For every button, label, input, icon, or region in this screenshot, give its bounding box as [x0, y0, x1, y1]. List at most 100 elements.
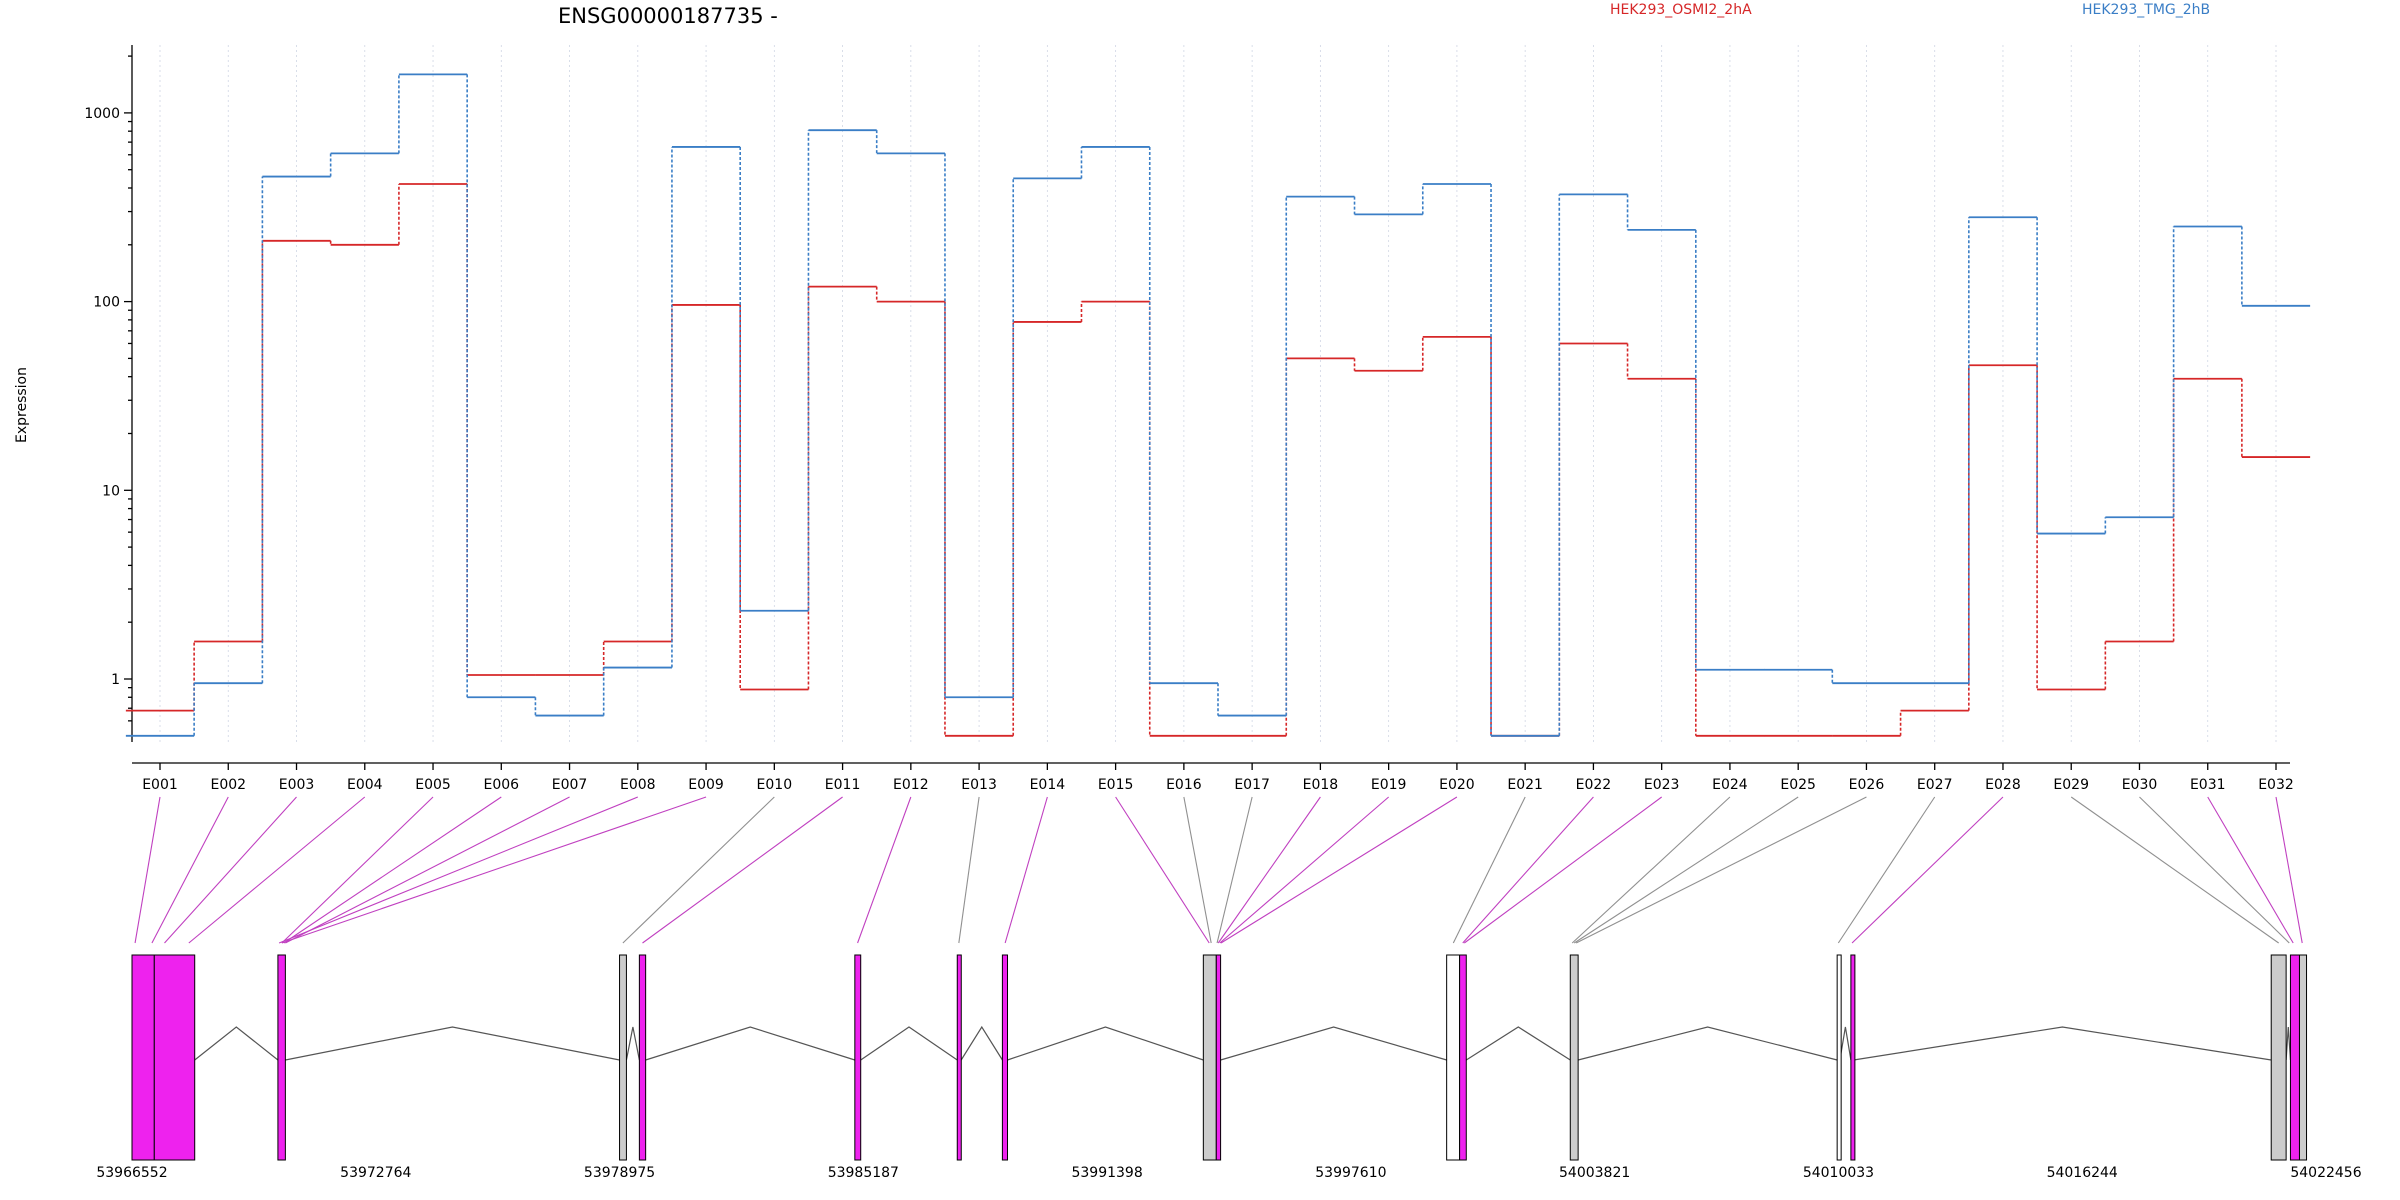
intron-11: [1839, 1026, 1852, 1061]
series-2: [125, 73, 2311, 737]
connector-E002: [151, 796, 229, 944]
x-tick-label-E030: E030: [2122, 777, 2158, 793]
intron-5: [860, 1026, 958, 1061]
x-tick-label-E016: E016: [1166, 777, 1202, 793]
x-tick-label-E012: E012: [893, 777, 929, 793]
exon-block-17: [2289, 954, 2300, 1161]
exon-block-18: [2298, 954, 2308, 1161]
connector-E025: [1573, 796, 1799, 944]
exon-block-4: [619, 954, 627, 1161]
gene-model: 53966552 53972764 53978975 53985187 53991398…: [96, 954, 2362, 1181]
connector-E032: [2275, 796, 2303, 944]
intron-6: [960, 1025, 1003, 1061]
exon-block-12: [1459, 954, 1467, 1161]
connector-E007: [285, 796, 570, 944]
genomic-tick-label-53972764: 53972764: [340, 1165, 411, 1181]
axes: 1 10 100 1000 E001 E002 E003 E004 E005 E006 E007 E0…: [84, 45, 2294, 793]
x-tick-label-E017: E017: [1234, 777, 1270, 793]
connector-E030: [2139, 796, 2290, 944]
y-axis-label: Expression: [14, 367, 30, 443]
exon-block-7: [956, 954, 962, 1161]
y-tick-label-1: 1: [111, 672, 120, 688]
intron-9: [1465, 1026, 1571, 1061]
x-tick-label-E022: E022: [1576, 777, 1612, 793]
y-tick-label-1000: 1000: [84, 106, 120, 122]
x-tick-label-E018: E018: [1303, 777, 1339, 793]
intron-8: [1220, 1026, 1447, 1061]
exon-connector-lines: [134, 796, 2303, 944]
intron-10: [1577, 1026, 1838, 1061]
intron-1: [194, 1026, 279, 1061]
genomic-tick-label-54003821: 54003821: [1559, 1165, 1630, 1181]
x-tick-label-E014: E014: [1030, 777, 1066, 793]
x-tick-label-E001: E001: [142, 777, 178, 793]
exon-block-9: [1202, 954, 1217, 1161]
x-tick-label-E029: E029: [2053, 777, 2089, 793]
x-tick-label-E027: E027: [1917, 777, 1953, 793]
intron-3: [625, 1026, 640, 1061]
intron-2: [285, 1026, 620, 1061]
x-tick-label-E010: E010: [757, 777, 793, 793]
genomic-tick-label-54010033: 54010033: [1803, 1165, 1874, 1181]
exon-block-16: [2270, 954, 2287, 1161]
x-tick-label-E002: E002: [210, 777, 246, 793]
genomic-tick-label-54022456: 54022456: [2290, 1165, 2361, 1181]
genomic-tick-label-53978975: 53978975: [584, 1165, 655, 1181]
exon-block-13: [1569, 954, 1579, 1161]
connector-E001: [134, 796, 161, 944]
x-tick-label-E013: E013: [961, 777, 997, 793]
connector-E016: [1183, 796, 1212, 944]
series-lines: [125, 73, 2311, 737]
connector-E031: [2207, 796, 2294, 944]
genomic-tick-label-53997610: 53997610: [1315, 1165, 1386, 1181]
connector-E015: [1115, 796, 1210, 944]
exon-block-2: [153, 954, 196, 1161]
connector-E006: [283, 796, 502, 944]
exon-block-11: [1446, 954, 1461, 1161]
x-tick-label-E008: E008: [620, 777, 656, 793]
legend-label-series-2: HEK293_TMG_2hB: [2082, 2, 2210, 18]
genomic-tick-label-53985187: 53985187: [828, 1165, 899, 1181]
connector-E023: [1463, 796, 1663, 944]
x-tick-label-E003: E003: [279, 777, 315, 793]
connector-E021: [1452, 796, 1526, 944]
exon-block-8: [1001, 954, 1008, 1161]
intron-13: [2285, 1026, 2292, 1061]
connector-E011: [642, 796, 843, 944]
connector-E013: [958, 796, 980, 944]
exon-block-1: [131, 954, 155, 1161]
connector-E027: [1837, 796, 1936, 944]
x-tick-label-E028: E028: [1985, 777, 2021, 793]
y-tick-label-10: 10: [102, 483, 120, 499]
x-tick-label-E006: E006: [484, 777, 520, 793]
x-tick-label-E031: E031: [2190, 777, 2226, 793]
connector-E010: [622, 796, 775, 944]
connector-E029: [2070, 796, 2279, 944]
connector-E014: [1004, 796, 1048, 944]
exon-block-14: [1836, 954, 1842, 1161]
x-tick-label-E025: E025: [1780, 777, 1816, 793]
connector-E022: [1462, 796, 1594, 944]
x-tick-label-E007: E007: [552, 777, 588, 793]
y-tick-label-100: 100: [93, 295, 120, 311]
x-tick-label-E032: E032: [2258, 777, 2294, 793]
connector-E020: [1220, 796, 1458, 944]
connector-E018: [1217, 796, 1321, 944]
intron-4: [645, 1026, 856, 1061]
genomic-tick-label-53991398: 53991398: [1071, 1165, 1142, 1181]
exon-block-6: [854, 954, 862, 1161]
connector-E012: [857, 796, 912, 944]
exon-block-3: [277, 954, 286, 1161]
x-tick-label-E011: E011: [825, 777, 861, 793]
exon-block-5: [638, 954, 647, 1161]
x-tick-label-E026: E026: [1849, 777, 1885, 793]
x-tick-label-E024: E024: [1712, 777, 1748, 793]
x-tick-label-E015: E015: [1098, 777, 1134, 793]
connector-E028: [1851, 796, 2004, 944]
connector-E026: [1575, 796, 1867, 944]
intron-12: [1853, 1026, 2272, 1061]
exon-block-10: [1215, 954, 1222, 1161]
connector-E017: [1216, 796, 1253, 944]
connector-E019: [1219, 796, 1390, 944]
